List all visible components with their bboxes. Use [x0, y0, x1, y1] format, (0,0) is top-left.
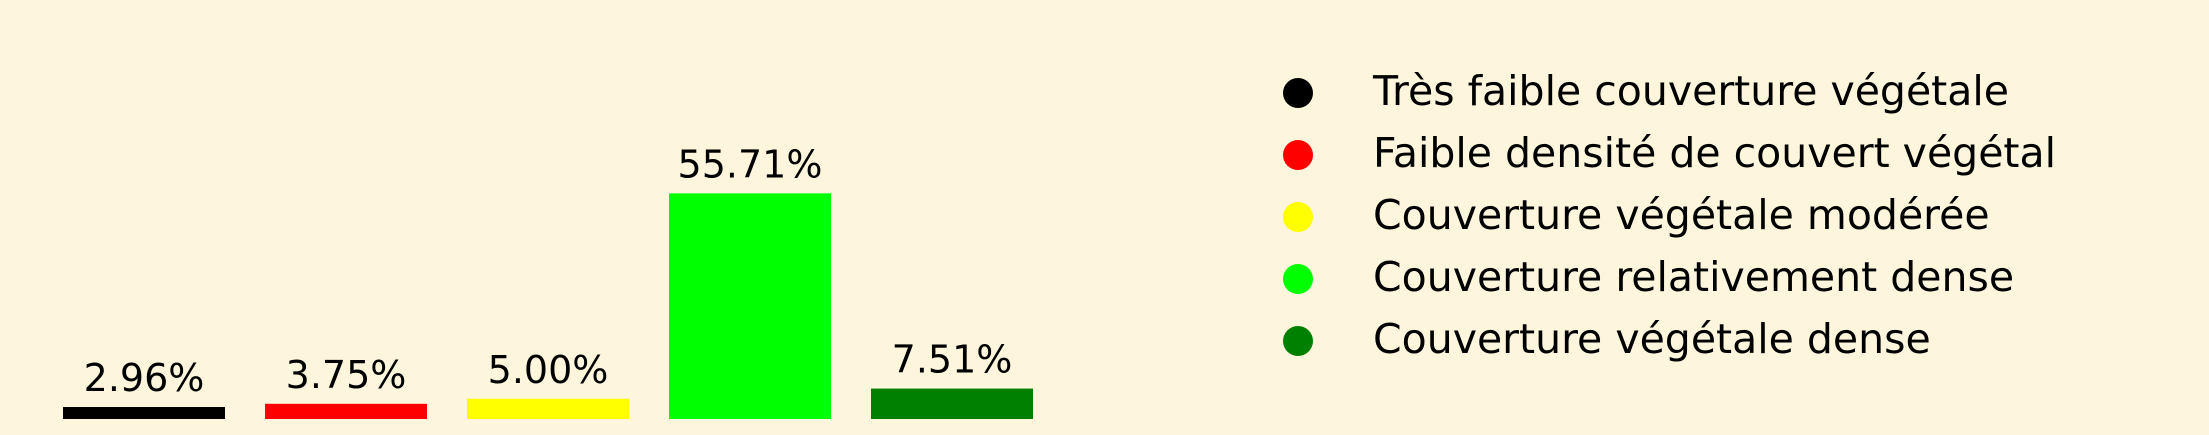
legend-marker-5	[1283, 326, 1313, 356]
bar-2	[265, 403, 427, 419]
legend-marker-1	[1283, 78, 1313, 108]
legend-marker-2	[1283, 140, 1313, 170]
legend: Très faible couverture végétale Faible de…	[1283, 67, 2056, 363]
legend-label-3: Couverture végétale modérée	[1373, 191, 1990, 239]
legend-item-3: Couverture végétale modérée	[1283, 191, 1990, 239]
legend-label-5: Couverture végétale dense	[1373, 315, 1931, 363]
bar-1	[63, 407, 225, 419]
bar-value-label-4: 55.71%	[678, 142, 823, 186]
legend-item-4: Couverture relativement dense	[1283, 253, 2014, 301]
bar-value-label-2: 3.75%	[286, 353, 407, 397]
bar-value-label-1: 2.96%	[84, 356, 205, 400]
legend-item-2: Faible densité de couvert végétal	[1283, 129, 2056, 177]
bar-label-group: 2.96% 3.75% 5.00% 55.71% 7.51%	[84, 142, 1013, 400]
bar-value-label-5: 7.51%	[892, 338, 1013, 382]
bar-group	[63, 193, 1033, 419]
legend-item-5: Couverture végétale dense	[1283, 315, 1931, 363]
legend-marker-4	[1283, 264, 1313, 294]
bar-value-label-3: 5.00%	[488, 348, 609, 392]
legend-label-4: Couverture relativement dense	[1373, 253, 2014, 301]
legend-label-2: Faible densité de couvert végétal	[1373, 129, 2056, 177]
legend-item-1: Très faible couverture végétale	[1283, 67, 2009, 115]
legend-label-1: Très faible couverture végétale	[1372, 67, 2009, 115]
legend-marker-3	[1283, 202, 1313, 232]
bar-5	[871, 388, 1033, 419]
bar-3	[467, 398, 629, 419]
bar-4	[669, 193, 831, 419]
